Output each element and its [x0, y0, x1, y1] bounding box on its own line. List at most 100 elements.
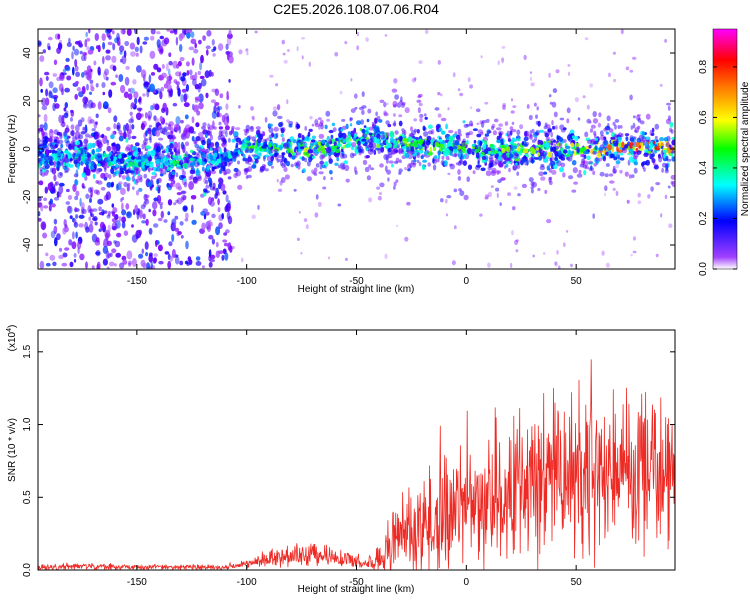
- heatmap-cell: [52, 73, 58, 77]
- heatmap-cell: [225, 168, 231, 174]
- heatmap-cell: [148, 124, 153, 128]
- heatmap-cell: [48, 204, 52, 212]
- heatmap-cell: [390, 149, 396, 155]
- heatmap-cell: [293, 148, 297, 153]
- heatmap-cell: [128, 260, 132, 266]
- heatmap-cell: [590, 165, 593, 171]
- heatmap-cell: [438, 127, 443, 132]
- heatmap-cell: [334, 148, 341, 154]
- heatmap-cell: [179, 32, 185, 39]
- heatmap-cell: [604, 173, 609, 178]
- heatmap-cell: [283, 143, 287, 147]
- heatmap-cell: [152, 209, 157, 217]
- heatmap-cell: [411, 77, 417, 83]
- heatmap-cell: [380, 134, 386, 140]
- chart-title: C2E5.2026.108.07.06.R04: [273, 1, 439, 17]
- heatmap-cell: [226, 51, 230, 61]
- heatmap-cell: [549, 176, 553, 181]
- heatmap-cell: [490, 162, 494, 168]
- heatmap-cell: [64, 102, 69, 109]
- heatmap-cell: [218, 121, 222, 126]
- heatmap-cell: [457, 176, 462, 181]
- heatmap-cell: [615, 190, 619, 196]
- heatmap-cell: [207, 220, 211, 228]
- heatmap-cell: [427, 130, 433, 135]
- heatmap-cell: [174, 30, 178, 35]
- heatmap-cell: [283, 163, 287, 167]
- heatmap-cell: [504, 121, 509, 126]
- heatmap-cell: [48, 81, 54, 89]
- snr-y-ticks: 0.00.51.01.5: [22, 344, 675, 577]
- heatmap-cell: [418, 102, 423, 107]
- heatmap-cell: [476, 133, 482, 138]
- heatmap-cell: [184, 260, 189, 265]
- heatmap-cell: [303, 151, 308, 156]
- heatmap-cell: [590, 138, 596, 145]
- heatmap-cell: [608, 128, 614, 133]
- heatmap-cell: [148, 74, 152, 83]
- heatmap-cell: [206, 49, 209, 56]
- heatmap-cell: [77, 40, 83, 47]
- heatmap-cell: [102, 91, 106, 96]
- heatmap-cell: [259, 165, 265, 172]
- heatmap-cell: [175, 150, 181, 156]
- heatmap-cell: [55, 181, 60, 186]
- heatmap-cell: [38, 163, 41, 169]
- heatmap-cell: [223, 117, 230, 126]
- heatmap-cell: [45, 76, 49, 81]
- heatmap-cell: [94, 33, 100, 41]
- heatmap-cell: [643, 152, 649, 157]
- heatmap-cell: [537, 187, 541, 192]
- heatmap-cell: [451, 260, 456, 266]
- heatmap-cell: [95, 237, 100, 243]
- heatmap-cell: [319, 164, 323, 170]
- heatmap-cell: [175, 36, 179, 46]
- heatmap-cell: [325, 146, 332, 153]
- heatmap-cell: [204, 70, 210, 79]
- heatmap-cell: [215, 226, 221, 236]
- heatmap-cell: [553, 111, 558, 118]
- heatmap-cell: [90, 83, 94, 88]
- heatmap-cell: [297, 164, 301, 170]
- heatmap-cell: [362, 133, 368, 138]
- heatmap-cell: [604, 192, 607, 197]
- heatmap-cell: [473, 139, 477, 144]
- heatmap-cell: [186, 29, 193, 34]
- heatmap-cell: [460, 155, 464, 160]
- heatmap-cell: [212, 53, 216, 57]
- heatmap-cell: [629, 137, 635, 142]
- heatmap-cell: [119, 58, 123, 63]
- heatmap-cell: [181, 88, 187, 93]
- heatmap-cell: [175, 199, 179, 203]
- heatmap-cell: [625, 136, 629, 142]
- heatmap-cell: [165, 147, 169, 154]
- heatmap-cell: [311, 135, 316, 140]
- heatmap-cell: [559, 167, 564, 173]
- heatmap-cell: [159, 127, 164, 134]
- heatmap-cell: [284, 174, 290, 180]
- heatmap-cell: [198, 93, 204, 103]
- heatmap-cell: [213, 152, 218, 158]
- heatmap-cell: [57, 152, 62, 157]
- heatmap-cell: [603, 136, 607, 141]
- heatmap-cell: [368, 164, 372, 169]
- heatmap-cell: [212, 166, 217, 170]
- heatmap-cell: [125, 146, 130, 152]
- heatmap-cell: [156, 194, 162, 204]
- heatmap-cell: [485, 170, 492, 177]
- heatmap-cell: [311, 123, 315, 127]
- heatmap-cell: [598, 112, 602, 118]
- heatmap-cell: [49, 149, 53, 153]
- heatmap-cell: [190, 195, 197, 200]
- heatmap-cell: [644, 149, 649, 153]
- heatmap-cell: [417, 139, 424, 146]
- heatmap-cell: [225, 43, 229, 50]
- heatmap-cell: [279, 145, 283, 151]
- heatmap-cell: [183, 181, 188, 188]
- heatmap-cell: [98, 206, 102, 212]
- heatmap-cell: [237, 149, 241, 155]
- heatmap-cell: [48, 91, 53, 99]
- heatmap-cell: [582, 95, 586, 99]
- heatmap-cell: [554, 261, 558, 267]
- heatmap-cell: [189, 69, 193, 76]
